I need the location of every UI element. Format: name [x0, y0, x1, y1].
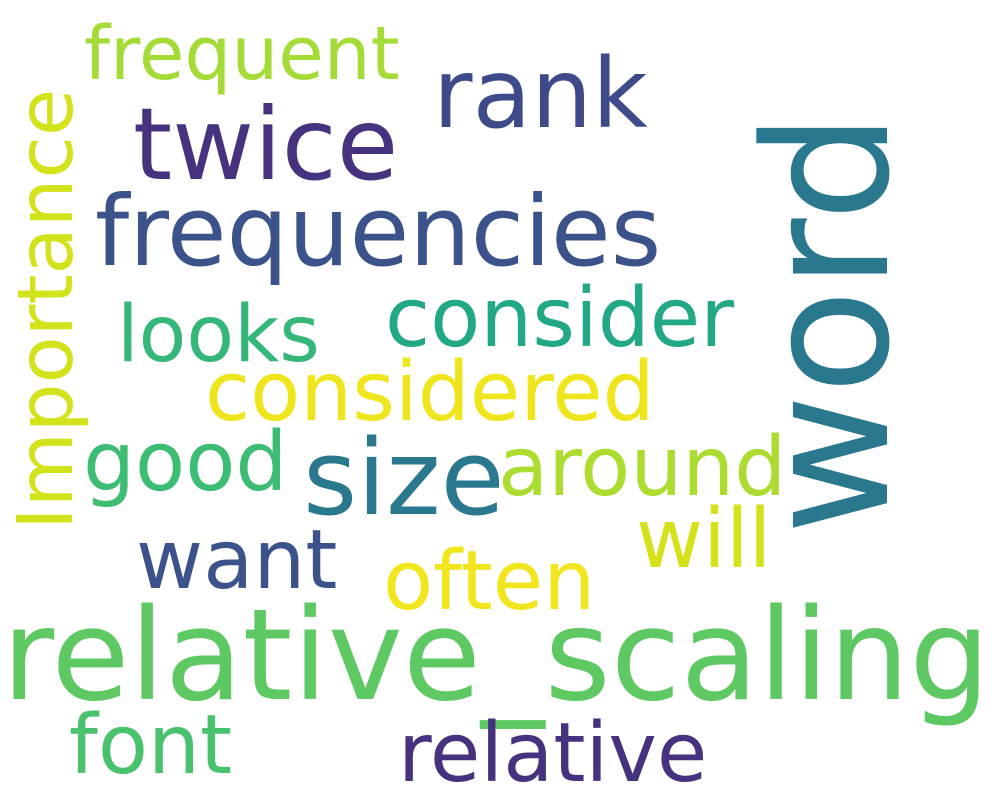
word-around: around: [498, 420, 787, 515]
word-importance: Importance: [2, 88, 91, 530]
word-often: often: [383, 534, 596, 629]
word-good: good: [83, 415, 288, 510]
word-size: size: [303, 417, 505, 539]
word-relative: relative: [398, 706, 708, 800]
word-font: font: [69, 698, 233, 793]
word-consider: consider: [385, 271, 734, 366]
word-looks: looks: [117, 290, 320, 380]
word-twice: twice: [133, 86, 399, 203]
word-frequent: frequent: [84, 11, 400, 97]
word-want: want: [136, 513, 338, 608]
word-will: will: [636, 492, 772, 587]
word-rank: rank: [433, 38, 648, 150]
word-considered: considered: [205, 345, 655, 440]
word-relative-scaling: relative_scaling: [2, 581, 991, 729]
word-frequencies: frequencies: [95, 175, 662, 288]
